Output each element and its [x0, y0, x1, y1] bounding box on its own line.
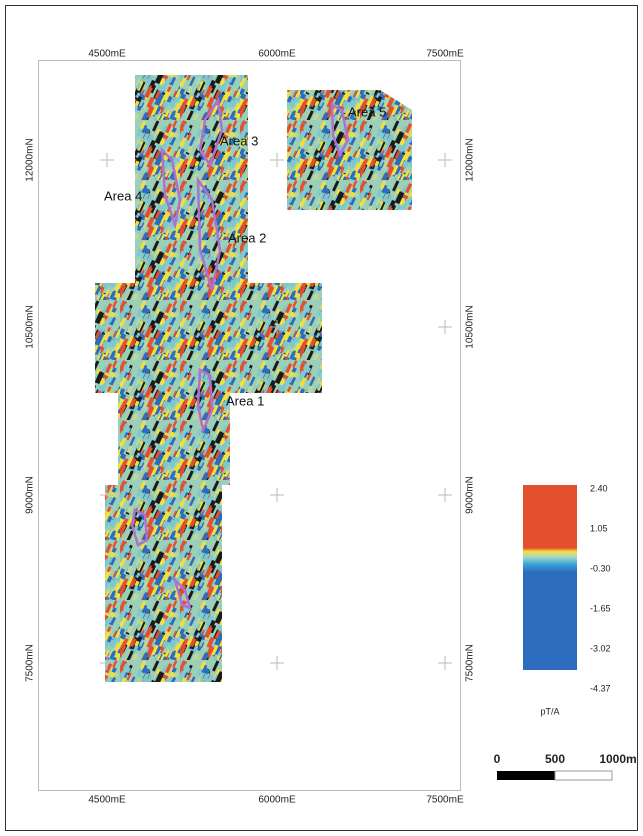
northing-label: 12000mN [25, 138, 36, 181]
northing-label: 7500mN [25, 644, 36, 682]
scale-label: 0 [494, 752, 501, 766]
color-bar [523, 485, 577, 670]
scale-label: 1000m [599, 752, 636, 766]
easting-label: 7500mE [426, 49, 464, 60]
area-label: Area 1 [226, 393, 264, 408]
legend-tick: 2.40 [590, 483, 608, 493]
legend-tick: -3.02 [590, 643, 611, 653]
legend-unit: pT/A [540, 706, 559, 716]
area-label: Area 5 [348, 104, 386, 119]
northing-label: 9000mN [25, 476, 36, 514]
easting-label: 7500mE [426, 795, 464, 806]
area-label: Area 2 [228, 230, 266, 245]
northing-label: 7500mN [465, 644, 476, 682]
northing-label: 10500mN [25, 305, 36, 348]
map-figure: Area 1 Area 2 Area 3 Area 4 Area 5 4500m… [0, 0, 643, 836]
legend-ticks: 2.40 1.05 -0.30 -1.65 -3.02 -4.37 [590, 483, 611, 693]
legend-tick: 1.05 [590, 523, 608, 533]
easting-label: 4500mE [88, 49, 126, 60]
survey-grid [95, 75, 412, 682]
area-label: Area 4 [104, 188, 142, 203]
northing-label: 12000mN [465, 138, 476, 181]
legend-tick: -4.37 [590, 683, 611, 693]
northing-label: 9000mN [465, 476, 476, 514]
easting-label: 6000mE [258, 795, 296, 806]
scale-label: 500 [545, 752, 565, 766]
easting-label: 4500mE [88, 795, 126, 806]
legend-tick: -1.65 [590, 603, 611, 613]
northing-label: 10500mN [465, 305, 476, 348]
easting-label: 6000mE [258, 49, 296, 60]
scale-bar-white [555, 771, 612, 780]
scale-bar-black [497, 771, 555, 780]
area-label: Area 3 [220, 133, 258, 148]
legend-tick: -0.30 [590, 563, 611, 573]
